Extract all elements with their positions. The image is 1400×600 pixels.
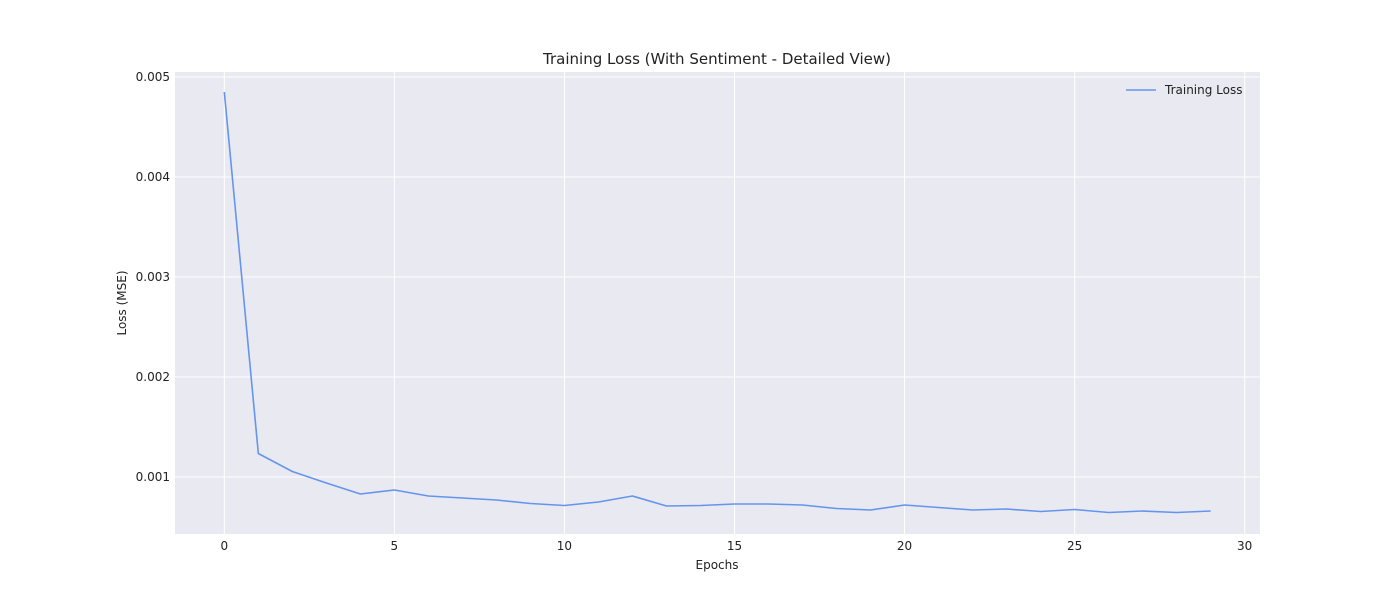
y-tick-label: 0.004 [136, 170, 170, 184]
x-tick-label: 10 [557, 539, 572, 553]
x-tick-label: 20 [897, 539, 912, 553]
y-tick-label: 0.005 [136, 70, 170, 84]
y-axis-ticks: 0.001 0.002 0.003 0.004 0.005 [136, 70, 170, 484]
legend: Training Loss [1126, 83, 1242, 97]
x-tick-label: 0 [220, 539, 228, 553]
plot-area [175, 72, 1260, 534]
series-group [223, 91, 1211, 514]
training-loss-line [223, 91, 1211, 514]
y-axis-label: Loss (MSE) [115, 270, 129, 335]
x-tick-label: 5 [391, 539, 399, 553]
y-tick-label: 0.003 [136, 270, 170, 284]
x-axis-ticks: 0 5 10 15 20 25 30 [220, 539, 1252, 553]
chart-title: Training Loss (With Sentiment - Detailed… [542, 50, 891, 68]
y-tick-label: 0.002 [136, 370, 170, 384]
grid-lines [175, 72, 1260, 534]
x-tick-label: 15 [727, 539, 742, 553]
x-tick-label: 25 [1067, 539, 1082, 553]
legend-label: Training Loss [1164, 83, 1242, 97]
y-tick-label: 0.001 [136, 470, 170, 484]
x-axis-label: Epochs [696, 558, 739, 572]
x-tick-label: 30 [1237, 539, 1252, 553]
